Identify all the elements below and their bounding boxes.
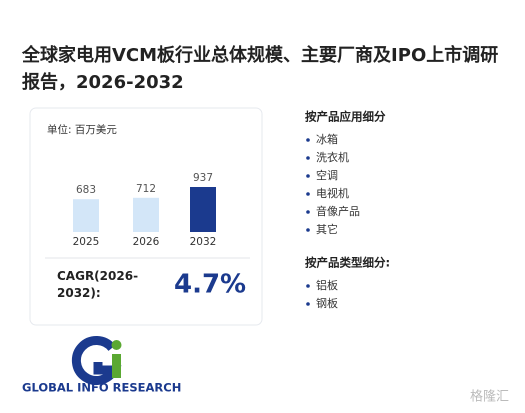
segment-item: 洗衣机 [316,150,349,164]
title: 全球家电用VCM板行业总体规模、主要厂商及IPO上市调研报告，2026-2032 [21,44,498,93]
bar [133,197,159,232]
segment-heading: 按产品类型细分: [305,256,390,270]
logo-text: GLOBAL INFO RESEARCH [22,381,181,395]
x-tick-label: 2032 [190,236,217,248]
bullet [306,192,310,196]
logo-i [112,354,121,378]
logo-dot [111,340,122,350]
bullet [306,228,310,232]
title-line: 报告，2026-2032 [22,71,184,93]
unit-label: 单位: 百万美元 [47,123,117,136]
bullet [306,302,310,306]
segment-item: 空调 [316,168,338,182]
logo-g [71,336,122,385]
data-label: 683 [76,184,96,196]
bar [73,199,99,232]
segment-item: 钢板 [316,296,338,310]
segment-item: 铝板 [316,278,338,292]
bullet [306,210,310,214]
bar [190,187,216,232]
bullet [306,284,310,288]
title-line: 全球家电用VCM板行业总体规模、主要厂商及IPO上市调研 [21,44,498,66]
data-label: 712 [136,183,156,195]
data-label: 937 [193,172,213,184]
logo [71,336,122,385]
x-tick-label: 2025 [73,236,100,248]
segment-heading: 按产品应用细分 [305,110,386,124]
cagr-value: 4.7% [174,270,246,300]
segment-item: 其它 [316,222,338,236]
x-tick-label: 2026 [133,236,160,248]
cagr-line: 2032): [57,286,101,300]
segment-item: 音像产品 [316,204,360,218]
cagr-label: CAGR(2026- 2032): [57,269,138,300]
segment-item: 冰箱 [316,132,338,146]
bullet [306,174,310,178]
bullet [306,156,310,160]
cagr-line: CAGR(2026- [57,269,138,283]
bullet [306,138,310,142]
watermark: 格隆汇 [470,389,509,405]
segment-item: 电视机 [316,186,349,200]
